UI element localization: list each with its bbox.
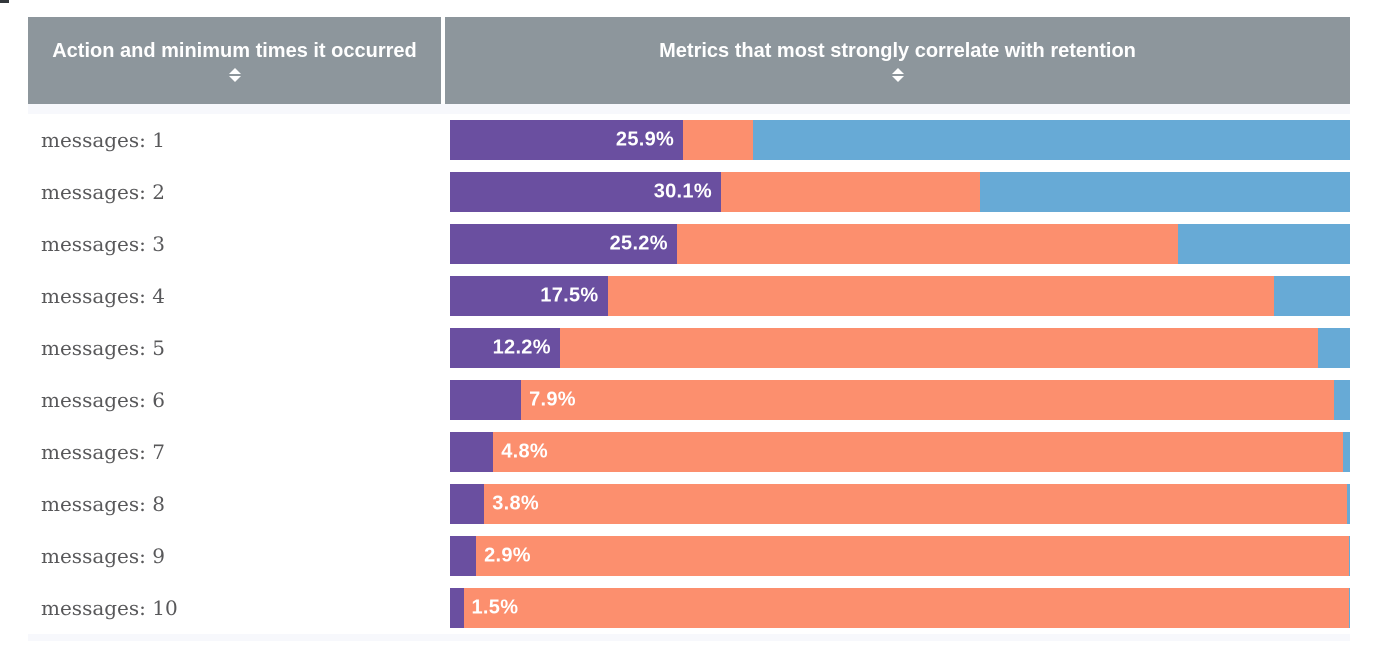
row-label: messages: 8 [41,492,165,516]
table-row: messages: 3 25.2% [28,218,1350,270]
bar-segment-blue [753,120,1350,160]
stacked-bar: 25.9% [450,120,1350,160]
bar-segment-purple [450,172,721,212]
bar-value-label: 12.2% [492,336,551,359]
row-label: messages: 2 [41,180,165,204]
sort-down-icon [891,75,904,82]
sort-up-icon [891,67,904,74]
bar-segment-purple [450,276,608,316]
sort-arrows-icon[interactable] [228,67,241,82]
column-header-action[interactable]: Action and minimum times it occurred [28,17,441,104]
row-label: messages: 1 [41,128,165,152]
stacked-bar: 25.2% [450,224,1350,264]
bar-segment-purple [450,588,464,628]
row-label: messages: 4 [41,284,165,308]
bar-value-label: 17.5% [540,284,599,307]
bar-segment-purple [450,328,560,368]
table-body: messages: 1 25.9% messages: 2 30.1% mess… [28,104,1350,641]
column-header-action-label: Action and minimum times it occurred [52,39,417,62]
row-label: messages: 3 [41,232,165,256]
bar-segment-purple [450,224,677,264]
stacked-bar: 7.9% [450,380,1350,420]
table-row: messages: 2 30.1% [28,166,1350,218]
row-bar-cell: 2.9% [445,530,1350,582]
column-header-metrics-label: Metrics that most strongly correlate wit… [659,39,1136,62]
row-bar-cell: 7.9% [445,374,1350,426]
bar-segment-orange [683,120,754,160]
bar-segment-orange [484,484,1348,524]
stacked-bar: 4.8% [450,432,1350,472]
bar-segment-blue [1342,432,1350,472]
table-row: messages: 10 1.5% [28,582,1350,634]
bar-segment-orange [476,536,1350,576]
bar-segment-purple [450,484,485,524]
bar-segment-blue [1349,588,1350,628]
bar-segment-purple [450,120,684,160]
bar-segment-blue [980,172,1350,212]
bar-value-label: 7.9% [529,388,576,411]
row-bar-cell: 30.1% [445,166,1350,218]
row-label: messages: 10 [41,596,178,620]
bar-value-label: 25.2% [609,232,668,255]
stacked-bar: 12.2% [450,328,1350,368]
table-row: messages: 4 17.5% [28,270,1350,322]
screen-corner-artifact [0,0,9,3]
table-row: messages: 1 25.9% [28,114,1350,166]
bar-segment-orange [559,328,1319,368]
stacked-bar: 30.1% [450,172,1350,212]
row-bar-cell: 4.8% [445,426,1350,478]
table-row: messages: 8 3.8% [28,478,1350,530]
retention-table: Action and minimum times it occurred Met… [28,17,1350,641]
bar-segment-orange [607,276,1275,316]
stacked-bar: 2.9% [450,536,1350,576]
row-bar-cell: 1.5% [445,582,1350,634]
row-bar-cell: 17.5% [445,270,1350,322]
bar-segment-purple [450,380,522,420]
stacked-bar: 17.5% [450,276,1350,316]
row-bar-cell: 25.9% [445,114,1350,166]
row-bar-cell: 3.8% [445,478,1350,530]
bar-segment-blue [1333,380,1350,420]
bar-segment-blue [1318,328,1350,368]
bar-segment-purple [450,432,494,472]
bar-segment-blue [1178,224,1350,264]
bar-segment-blue [1274,276,1350,316]
bar-segment-purple [450,536,477,576]
table-row: messages: 7 4.8% [28,426,1350,478]
sort-up-icon [228,67,241,74]
column-header-metrics[interactable]: Metrics that most strongly correlate wit… [445,17,1350,104]
table-row: messages: 5 12.2% [28,322,1350,374]
bar-value-label: 1.5% [471,596,519,619]
bar-segment-blue [1347,484,1350,524]
bar-value-label: 2.9% [484,544,531,567]
bar-segment-blue [1349,536,1350,576]
sort-arrows-icon[interactable] [891,67,904,82]
table-row: messages: 6 7.9% [28,374,1350,426]
row-label: messages: 5 [41,336,165,360]
stacked-bar: 1.5% [450,588,1350,628]
row-bar-cell: 25.2% [445,218,1350,270]
row-label: messages: 9 [41,544,165,568]
sort-down-icon [228,75,241,82]
table-row: messages: 9 2.9% [28,530,1350,582]
bar-segment-orange [720,172,981,212]
row-label: messages: 7 [41,440,165,464]
bar-segment-orange [493,432,1343,472]
stacked-bar: 3.8% [450,484,1350,524]
bar-value-label: 4.8% [501,440,548,463]
table-header-row: Action and minimum times it occurred Met… [28,17,1350,104]
bar-value-label: 30.1% [653,180,712,203]
bar-value-label: 3.8% [492,492,539,515]
bar-value-label: 25.9% [615,128,675,151]
bar-segment-orange [676,224,1179,264]
bar-segment-orange [463,588,1350,628]
row-bar-cell: 12.2% [445,322,1350,374]
bar-segment-orange [521,380,1334,420]
row-label: messages: 6 [41,388,165,412]
